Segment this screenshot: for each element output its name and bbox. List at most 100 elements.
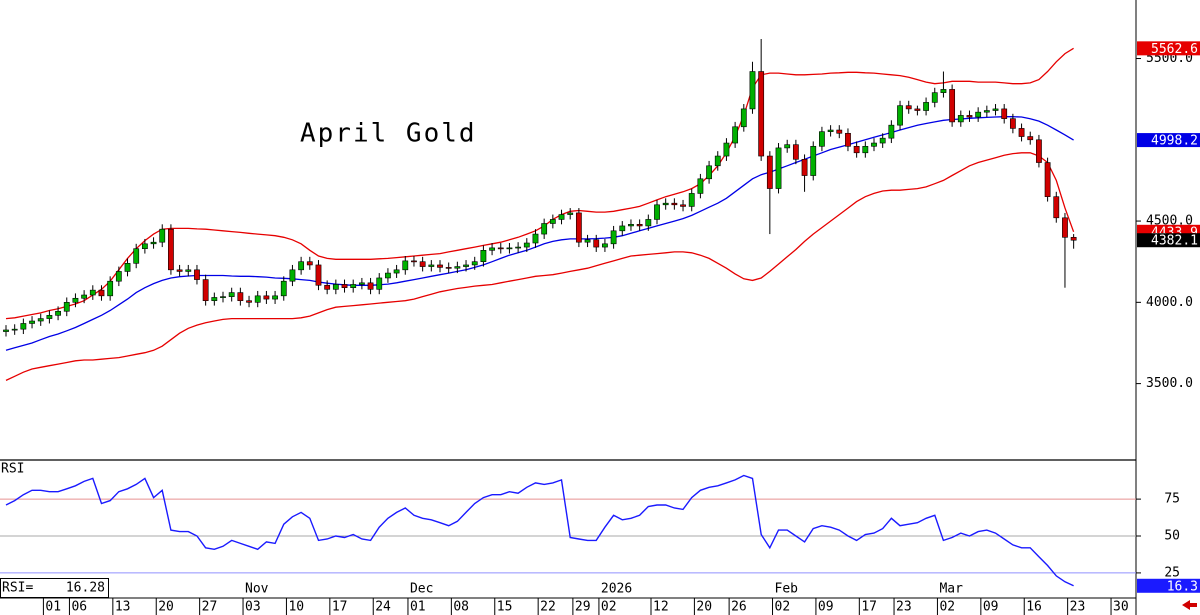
candle-body xyxy=(211,297,218,302)
x-tick-label: 02 xyxy=(775,600,791,615)
y-tick-label: 25 xyxy=(1164,565,1180,580)
candle-body xyxy=(367,282,374,290)
candle-body xyxy=(966,115,973,118)
candle-body xyxy=(671,202,678,206)
candle-body xyxy=(532,233,539,244)
candle-body xyxy=(402,260,409,271)
x-tick-label: 23 xyxy=(896,600,912,615)
band-line xyxy=(5,47,1074,320)
period-label: Mar xyxy=(939,582,963,597)
candle-body xyxy=(72,297,79,303)
candle-body xyxy=(332,284,339,290)
candle-body xyxy=(445,267,452,269)
readout-value: 16.28 xyxy=(66,581,105,596)
candle-body xyxy=(662,202,669,206)
candle-body xyxy=(810,145,817,176)
x-tick-label: 29 xyxy=(575,600,591,615)
candle-body xyxy=(428,264,435,267)
candle-body xyxy=(740,108,747,128)
candle-body xyxy=(298,261,305,271)
candle-body xyxy=(879,137,886,144)
candle-body xyxy=(254,295,261,303)
x-tick-label: 27 xyxy=(202,600,218,615)
candle-body xyxy=(975,111,982,118)
candle-body xyxy=(723,142,730,157)
candle-body xyxy=(350,284,357,289)
candle-body xyxy=(115,271,122,282)
candle-body xyxy=(567,212,574,215)
x-tick-label: 17 xyxy=(332,600,348,615)
candle-body xyxy=(506,247,513,250)
candle-body xyxy=(176,269,183,272)
candle-body xyxy=(801,158,808,176)
scroll-arrow[interactable] xyxy=(1182,600,1197,610)
candle-body xyxy=(194,269,200,280)
candle-body xyxy=(280,280,287,297)
candle-body xyxy=(246,300,252,303)
candle-body xyxy=(228,292,235,297)
candle-body xyxy=(749,71,756,110)
candle-body xyxy=(1062,217,1068,238)
candle-body xyxy=(306,261,313,266)
x-tick-label: 15 xyxy=(497,600,513,615)
candle-body xyxy=(1070,237,1077,241)
candle-body xyxy=(905,105,912,110)
candle-body xyxy=(558,214,565,220)
x-tick-label: 09 xyxy=(818,600,834,615)
indicator-name: RSI xyxy=(1,462,24,477)
candle-body xyxy=(463,264,469,267)
x-tick-label: 08 xyxy=(453,600,469,615)
candle-body xyxy=(549,219,556,224)
candle-body xyxy=(992,108,999,111)
period-label: Dec xyxy=(410,582,433,597)
x-tick-label: 22 xyxy=(540,600,556,615)
x-tick-label: 20 xyxy=(696,600,712,615)
close-last-value: 4382.1 xyxy=(1151,234,1198,249)
candle-body xyxy=(46,315,53,319)
candle-body xyxy=(593,239,600,248)
candle-body xyxy=(63,302,70,312)
period-label: 2026 xyxy=(601,582,632,597)
x-tick-label: 16 xyxy=(1026,600,1042,615)
close-last-value-box xyxy=(1137,233,1200,248)
x-tick-label: 03 xyxy=(245,600,261,615)
candle-body xyxy=(819,131,825,147)
candle-body xyxy=(619,225,626,232)
candle-body xyxy=(758,71,765,157)
candle-body xyxy=(1053,196,1060,219)
candle-body xyxy=(341,284,348,289)
candle-body xyxy=(419,261,426,267)
candle-body xyxy=(1001,108,1008,119)
candle-body xyxy=(133,248,140,264)
candle-body xyxy=(515,246,522,249)
candle-body xyxy=(98,289,105,297)
x-tick-label: 23 xyxy=(1070,600,1086,615)
x-tick-label: 24 xyxy=(375,600,391,615)
band-last-value-box xyxy=(1137,41,1200,56)
candle-body xyxy=(11,328,18,331)
x-tick-label: 13 xyxy=(115,600,131,615)
candle-body xyxy=(168,228,174,271)
candle-body xyxy=(636,224,643,227)
candle-body xyxy=(3,329,9,332)
candle-body xyxy=(645,219,652,227)
candle-body xyxy=(541,223,548,235)
candle-body xyxy=(871,142,877,147)
candle-body xyxy=(202,279,209,302)
candle-body xyxy=(610,230,617,245)
candle-body xyxy=(385,272,391,279)
candle-body xyxy=(784,144,791,149)
candle-body xyxy=(141,243,148,249)
candle-body xyxy=(827,129,834,132)
candle-body xyxy=(237,292,244,302)
candle-body xyxy=(289,269,296,282)
candle-body xyxy=(437,264,443,268)
candle-body xyxy=(358,282,365,285)
candle-body xyxy=(1036,139,1042,163)
candle-body xyxy=(957,115,964,123)
band-line xyxy=(5,116,1074,351)
band-last-value-box xyxy=(1137,133,1200,148)
y-tick-label: 75 xyxy=(1164,492,1180,507)
